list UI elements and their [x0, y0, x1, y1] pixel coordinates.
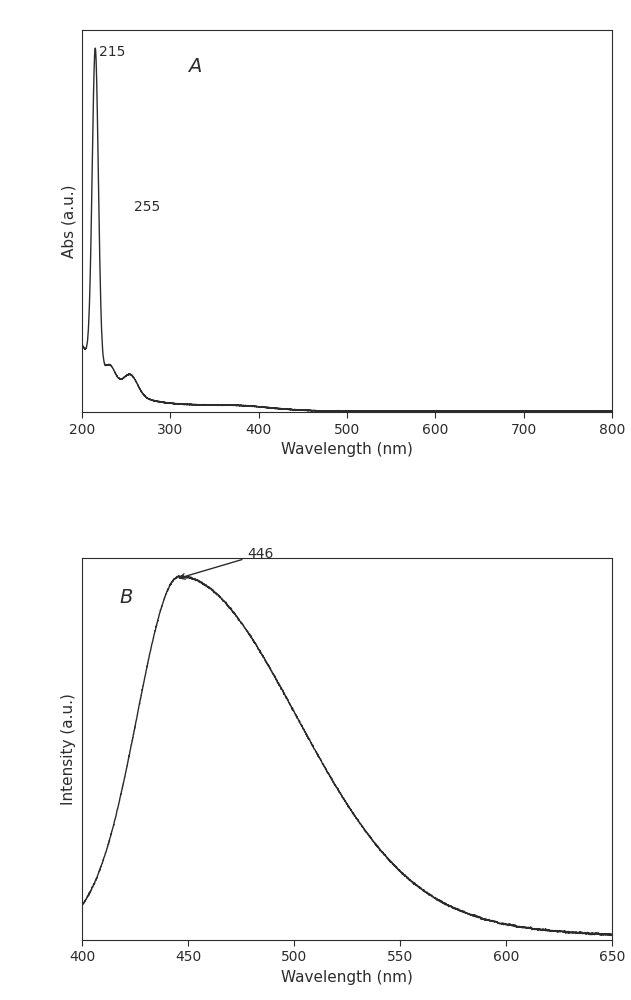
Y-axis label: Abs (a.u.): Abs (a.u.) [61, 184, 76, 258]
X-axis label: Wavelength (nm): Wavelength (nm) [281, 970, 413, 985]
Text: A: A [188, 57, 201, 76]
Text: 446: 446 [179, 547, 274, 579]
X-axis label: Wavelength (nm): Wavelength (nm) [281, 442, 413, 457]
Text: 255: 255 [134, 200, 160, 214]
Text: 215: 215 [99, 45, 126, 59]
Y-axis label: Intensity (a.u.): Intensity (a.u.) [61, 693, 76, 805]
Text: B: B [119, 588, 133, 607]
